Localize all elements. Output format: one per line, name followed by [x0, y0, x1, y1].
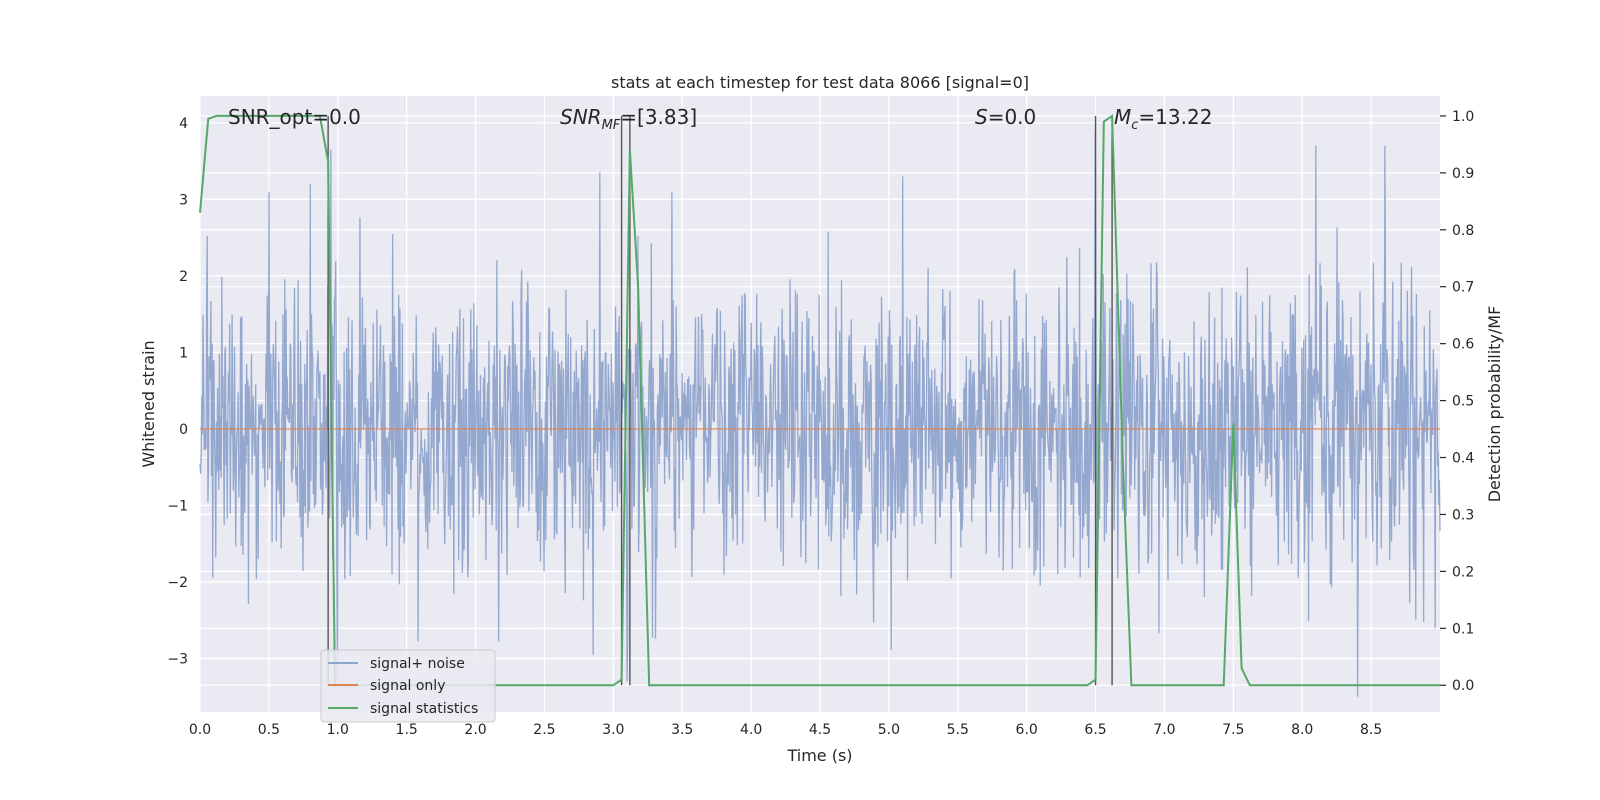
annotation-snr-mf-prefix: SNR	[560, 105, 602, 129]
annotation-snr-mf: SNRMF=[3.83]	[560, 105, 697, 133]
y2-tick-label-4: 0.4	[1452, 451, 1474, 467]
x-axis-label: Time (s)	[786, 746, 852, 765]
signal-statistics-series	[199, 114, 1440, 687]
x-tick-label-10: 5.0	[878, 722, 900, 738]
x-tick-label-8: 4.0	[740, 722, 762, 738]
signal-noise-line	[199, 130, 1441, 697]
y2-tick-label-0: 0.0	[1452, 678, 1474, 694]
x-tick-label-0: 0.0	[189, 722, 211, 738]
x-tick-label-7: 3.5	[671, 722, 693, 738]
y-ticks: −3 −2 −1 0 1 2 3 4	[167, 116, 188, 668]
y-axis-label: Whitened strain	[139, 340, 158, 467]
y-tick-label-2: −1	[167, 498, 188, 514]
y2-tick-label-1: 0.1	[1452, 621, 1474, 637]
y-tick-label-1: −2	[167, 575, 188, 591]
x-tick-label-14: 7.0	[1153, 722, 1175, 738]
x-tick-label-2: 1.0	[327, 722, 349, 738]
x-tick-label-3: 1.5	[396, 722, 418, 738]
annotation-mc-label: M	[1114, 105, 1131, 129]
annotation-s-value: =0.0	[988, 105, 1037, 129]
y-tick-label-6: 3	[179, 192, 188, 208]
y2-tick-label-9: 0.9	[1452, 166, 1474, 182]
annotation-snr-opt: SNR_opt=0.0	[228, 105, 361, 129]
legend: signal+ noise signal only signal statist…	[320, 649, 496, 723]
annotation-snr-mf-sub: MF	[602, 118, 621, 133]
y2-tick-label-10: 1.0	[1452, 109, 1474, 125]
signal-statistics-line	[199, 114, 1440, 687]
annotation-mc-value: =13.22	[1138, 105, 1212, 129]
annotation-s-label: S	[975, 105, 988, 129]
x-tick-label-9: 4.5	[809, 722, 831, 738]
y-tick-label-3: 0	[179, 422, 188, 438]
x-tick-label-13: 6.5	[1084, 722, 1106, 738]
x-tick-label-15: 7.5	[1222, 722, 1244, 738]
y2-tick-label-7: 0.7	[1452, 280, 1474, 296]
x-tick-label-17: 8.5	[1360, 722, 1382, 738]
y-tick-label-7: 4	[179, 116, 188, 132]
y2-tick-label-8: 0.8	[1452, 223, 1474, 239]
x-tick-label-16: 8.0	[1291, 722, 1313, 738]
y-tick-label-4: 1	[179, 345, 188, 361]
y2-tick-label-2: 0.2	[1452, 564, 1474, 580]
x-tick-label-1: 0.5	[258, 722, 280, 738]
legend-label-signal-statistics: signal statistics	[370, 701, 478, 717]
y-tick-label-0: −3	[167, 651, 188, 667]
signal-noise-series	[199, 130, 1441, 697]
annotation-s: S=0.0	[975, 105, 1036, 129]
y2-tick-label-5: 0.5	[1452, 394, 1474, 410]
y-tick-label-5: 2	[179, 269, 188, 285]
x-tick-label-5: 2.5	[533, 722, 555, 738]
x-tick-label-12: 6.0	[1016, 722, 1038, 738]
legend-box	[320, 649, 496, 723]
legend-label-signal-only: signal only	[370, 678, 445, 694]
y2-tick-label-6: 0.6	[1452, 337, 1474, 353]
annotation-snr-mf-value: =[3.83]	[620, 105, 697, 129]
y2-axis-label: Detection probability/MF	[1485, 306, 1504, 503]
annotation-mc: Mc=13.22	[1114, 105, 1212, 133]
x-ticks: 0.0 0.5 1.0 1.5 2.0 2.5 3.0 3.5 4.0 4.5 5.0 5.5 6.0 6…	[189, 722, 1382, 738]
x-tick-label-4: 2.0	[464, 722, 486, 738]
x-tick-label-6: 3.0	[602, 722, 624, 738]
annotation-mc-sub: c	[1131, 118, 1138, 133]
y2-tick-label-3: 0.3	[1452, 507, 1474, 523]
chart-title: stats at each timestep for test data 806…	[611, 73, 1029, 92]
y2-ticks: 0.0 0.1 0.2 0.3 0.4 0.5 0.6 0.7 0.8 0.9 1.0	[1440, 109, 1474, 694]
x-tick-label-11: 5.5	[947, 722, 969, 738]
legend-label-signal-noise: signal+ noise	[370, 656, 465, 672]
